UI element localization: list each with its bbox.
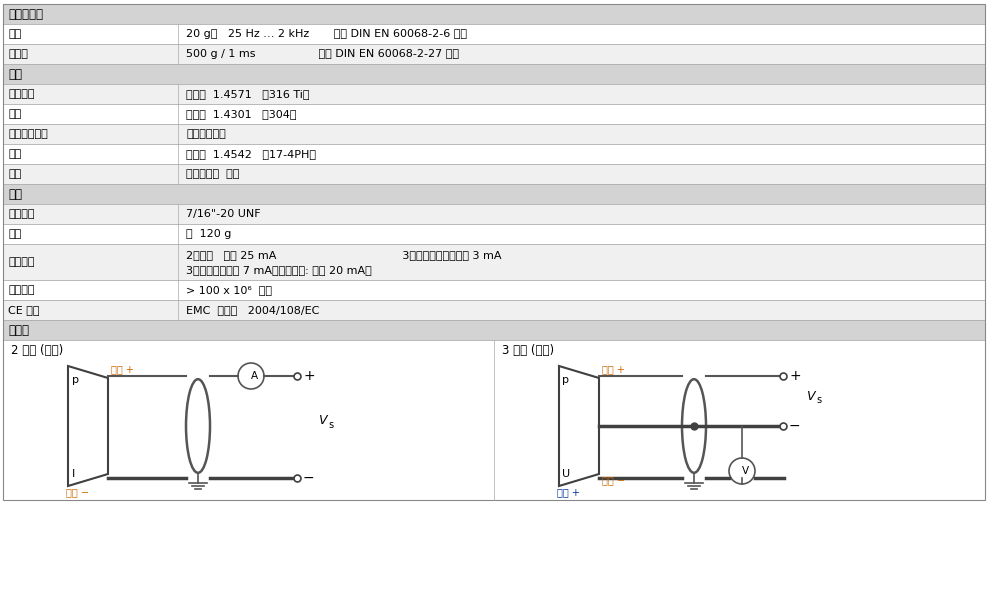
- Text: p: p: [562, 375, 569, 385]
- Text: CE 认证: CE 认证: [8, 305, 40, 315]
- Text: p: p: [72, 375, 79, 385]
- Text: 不锈钢  1.4542   （17-4PH）: 不锈钢 1.4542 （17-4PH）: [186, 149, 316, 159]
- Text: −: −: [789, 419, 800, 433]
- Bar: [3, 124, 985, 144]
- Text: 500 g / 1 ms                  符合 DIN EN 60068-2-27 标准: 500 g / 1 ms 符合 DIN EN 60068-2-27 标准: [186, 49, 459, 59]
- Text: A: A: [251, 371, 258, 381]
- Text: > 100 x 10⁶  周期: > 100 x 10⁶ 周期: [186, 285, 272, 295]
- Text: 防震: 防震: [8, 29, 22, 39]
- Text: 机械稳定性: 机械稳定性: [8, 8, 43, 20]
- Bar: [3, 300, 985, 320]
- Text: 湿件: 湿件: [8, 169, 22, 179]
- Bar: [3, 24, 985, 44]
- Text: 电源 +: 电源 +: [602, 364, 624, 374]
- Bar: [3, 4, 985, 500]
- Bar: [3, 84, 985, 104]
- Text: 信号 +: 信号 +: [557, 487, 580, 497]
- Text: 压力接口: 压力接口: [8, 89, 35, 99]
- Text: I: I: [72, 469, 75, 479]
- Text: s: s: [328, 420, 333, 430]
- Bar: [3, 320, 985, 340]
- Bar: [3, 44, 985, 64]
- Text: 抗冲击: 抗冲击: [8, 49, 28, 59]
- Text: −: −: [303, 471, 314, 485]
- Text: V: V: [318, 414, 326, 427]
- Text: s: s: [816, 395, 821, 405]
- Text: 3线制电压：标准 7 mA（短路电流: 最大 20 mA）: 3线制电压：标准 7 mA（短路电流: 最大 20 mA）: [186, 265, 371, 275]
- Text: 不锈钢  1.4571   （316 Ti）: 不锈钢 1.4571 （316 Ti）: [186, 89, 309, 99]
- Text: 不锈钢  1.4301   （304）: 不锈钢 1.4301 （304）: [186, 109, 296, 119]
- Bar: [3, 244, 985, 280]
- Text: 压力接口: 压力接口: [8, 209, 35, 219]
- Bar: [3, 224, 985, 244]
- Bar: [3, 144, 985, 164]
- Bar: [3, 204, 985, 224]
- Bar: [3, 164, 985, 184]
- Bar: [3, 104, 985, 124]
- Text: EMC  规范：   2004/108/EC: EMC 规范： 2004/108/EC: [186, 305, 319, 315]
- Text: 其他: 其他: [8, 187, 22, 201]
- Text: 7/16"-20 UNF: 7/16"-20 UNF: [186, 209, 261, 219]
- Text: +: +: [789, 369, 800, 383]
- Text: 电流限制: 电流限制: [8, 257, 35, 267]
- Text: V: V: [806, 389, 814, 402]
- Text: 无（焊接式）: 无（焊接式）: [186, 129, 225, 139]
- Bar: [3, 340, 985, 500]
- Text: 使用寿命: 使用寿命: [8, 285, 35, 295]
- Text: 重量: 重量: [8, 229, 22, 239]
- Circle shape: [729, 458, 755, 484]
- Text: 接线图: 接线图: [8, 324, 29, 337]
- Text: 传感器密封件: 传感器密封件: [8, 129, 47, 139]
- Text: 电源 +: 电源 +: [111, 364, 134, 374]
- Text: 电源 −: 电源 −: [602, 475, 625, 485]
- Text: 壳体: 壳体: [8, 109, 22, 119]
- Text: 压力接口，  隔膜: 压力接口， 隔膜: [186, 169, 239, 179]
- Circle shape: [238, 363, 264, 389]
- Bar: [3, 64, 985, 84]
- Text: 约  120 g: 约 120 g: [186, 229, 231, 239]
- Text: V: V: [742, 466, 749, 476]
- Text: 2 线制 (电流): 2 线制 (电流): [11, 343, 63, 356]
- Text: 电源 −: 电源 −: [66, 487, 89, 497]
- Text: 20 g，   25 Hz … 2 kHz       符合 DIN EN 60068-2-6 标准: 20 g， 25 Hz … 2 kHz 符合 DIN EN 60068-2-6 …: [186, 29, 467, 39]
- Text: +: +: [303, 369, 314, 383]
- Text: 隔膜: 隔膜: [8, 149, 22, 159]
- Text: 材料: 材料: [8, 67, 22, 81]
- Bar: [3, 184, 985, 204]
- Text: 2线制：   最大 25 mA                                    3线制比例输出：标准 3 mA: 2线制： 最大 25 mA 3线制比例输出：标准 3 mA: [186, 250, 502, 260]
- Bar: [3, 4, 985, 24]
- Text: U: U: [562, 469, 570, 479]
- Text: 3 线制 (电压): 3 线制 (电压): [502, 343, 554, 356]
- Bar: [3, 280, 985, 300]
